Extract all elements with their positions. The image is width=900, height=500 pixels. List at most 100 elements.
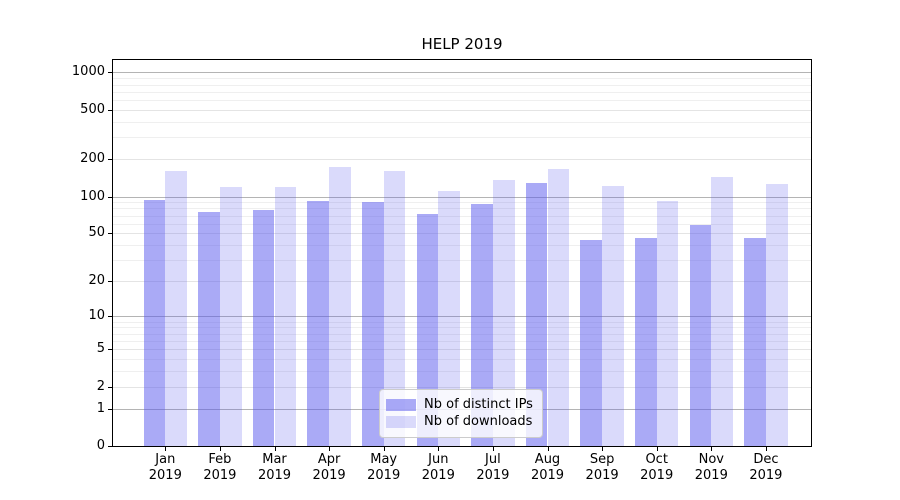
bar-downloads-feb [219,187,242,446]
gridline [113,215,811,217]
y-tick-mark [108,109,112,111]
y-tick-label: 500 [80,101,105,117]
gridline [113,316,811,318]
y-tick-mark [108,408,112,410]
y-tick-mark [108,386,112,388]
y-tick-mark [108,446,112,447]
x-tick-label-jun: Jun 2019 [421,452,455,483]
bar-distinct-ips-dec [744,237,766,446]
y-tick-mark [108,72,112,74]
x-tick-mark [492,447,494,451]
x-tick-label-mar: Mar 2019 [257,452,292,483]
bar-downloads-jul [492,180,515,446]
y-tick-mark [108,316,112,318]
gridline [113,202,811,204]
x-tick-mark [219,447,221,451]
x-tick-mark [602,447,604,451]
bar-distinct-ips-feb [198,211,220,446]
gridline [113,109,811,111]
axis-spine-top [112,59,812,60]
gridline [113,233,811,235]
x-tick-label-nov: Nov 2019 [694,452,728,483]
bar-distinct-ips-jun [416,214,439,446]
gridline [113,196,811,198]
bar-downloads-nov [711,176,734,446]
gridline [113,245,811,247]
gridline [113,281,811,283]
bar-distinct-ips-mar [252,210,275,446]
gridline [113,349,811,351]
y-tick-label: 2 [96,378,105,394]
x-tick-label-oct: Oct 2019 [640,452,674,483]
gridline [113,84,811,86]
axis-spine-right [811,60,812,447]
y-tick-label: 200 [80,151,105,167]
x-tick-mark [329,447,331,451]
gridline [113,208,811,210]
x-tick-mark [438,447,440,451]
bar-downloads-jan [165,170,188,446]
legend-swatch-distinct-ips [386,399,416,411]
bar-distinct-ips-jul [471,203,493,446]
y-tick-label: 50 [88,225,105,241]
x-tick-mark [383,447,385,451]
x-tick-label-aug: Aug 2019 [530,452,565,483]
bar-downloads-jun [438,190,461,446]
bar-downloads-may [383,171,406,446]
axis-spine-bottom [112,446,812,447]
y-tick-mark [108,233,112,235]
bar-downloads-dec [765,184,788,446]
x-tick-mark [765,447,767,451]
x-tick-label-may: May 2019 [367,452,401,483]
gridline [113,371,811,372]
y-tick-label: 20 [88,273,105,289]
axis-spine-left [112,60,113,447]
legend-item-distinct-ips: Nb of distinct IPs [380,398,542,412]
gridline [113,327,811,329]
gridline [113,91,811,93]
bar-distinct-ips-sep [580,240,603,446]
bar-downloads-aug [547,168,570,446]
x-tick-label-dec: Dec 2019 [749,452,783,483]
x-tick-label-apr: Apr 2019 [312,452,346,483]
x-tick-label-sep: Sep 2019 [585,452,619,483]
gridline [113,386,811,388]
y-tick-mark [108,281,112,283]
bar-downloads-oct [656,200,679,446]
y-tick-label: 5 [96,341,105,357]
bar-distinct-ips-nov [689,224,712,446]
gridline [113,72,811,74]
legend-item-downloads: Nb of downloads [380,415,542,429]
gridline [113,137,811,139]
y-tick-label: 1000 [71,64,105,80]
x-tick-label-jul: Jul 2019 [476,452,510,483]
legend-label-distinct-ips: Nb of distinct IPs [424,397,533,412]
gridline [113,260,811,262]
x-tick-mark [165,447,167,451]
y-tick-label: 1 [96,400,105,416]
y-tick-label: 10 [88,308,105,324]
x-tick-label-feb: Feb 2019 [203,452,237,483]
bar-downloads-sep [602,185,624,446]
gridline [113,359,811,360]
gridline [113,223,811,225]
bar-distinct-ips-aug [525,183,548,446]
x-tick-mark [547,447,549,451]
bar-distinct-ips-jan [143,199,166,446]
bar-distinct-ips-oct [634,237,657,446]
x-tick-mark [274,447,276,451]
y-tick-mark [108,159,112,161]
chart-title: HELP 2019 [421,35,503,53]
x-tick-label-jan: Jan 2019 [148,452,182,483]
gridline [113,159,811,161]
gridline [113,340,811,342]
x-tick-mark [711,447,713,451]
bar-distinct-ips-may [361,202,384,446]
gridline [113,333,811,335]
y-tick-label: 0 [96,438,105,453]
y-tick-mark [108,196,112,198]
legend-label-downloads: Nb of downloads [424,414,533,429]
y-tick-label: 100 [80,188,105,204]
bar-downloads-apr [329,167,351,446]
